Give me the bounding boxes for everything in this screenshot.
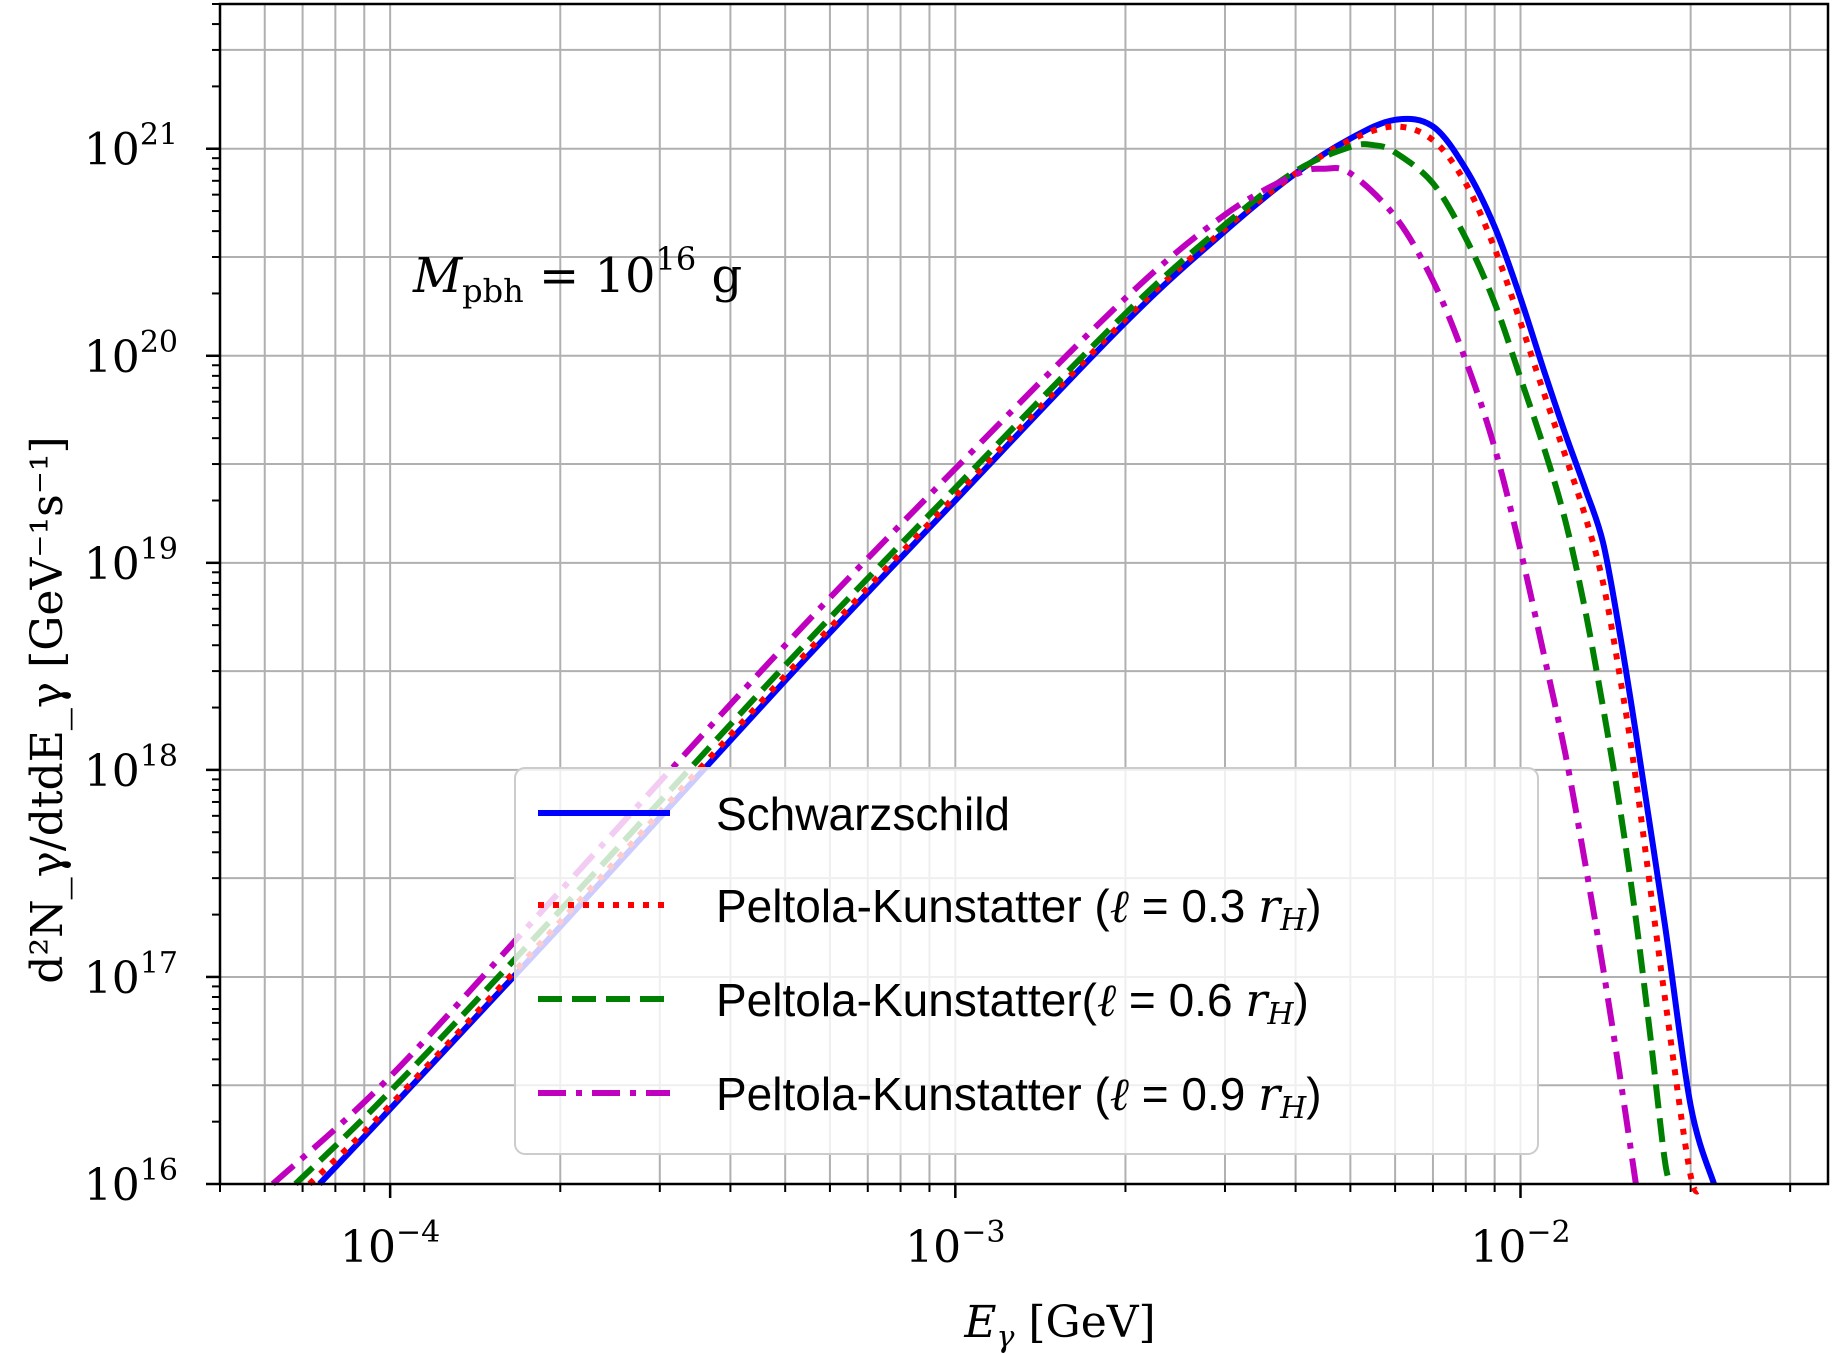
series-layer (270, 115, 1717, 1195)
plot-frame (218, 2, 1830, 1186)
y-tick-label: 1021 (84, 118, 178, 176)
minor-ticks (212, 3, 1792, 1192)
x-axis-label: Eγ [GeV] (963, 1297, 1155, 1354)
mass-annotation: Mpbh = 1016 g (412, 240, 742, 310)
x-tick-label: 10−2 (1470, 1215, 1570, 1273)
legend-label-pk-0-3: Peltola-Kunstatter (ℓ = 0.3 rH) (716, 879, 1322, 938)
legend-label-pk-0-6: Peltola-Kunstatter(ℓ = 0.6 rH) (716, 973, 1309, 1032)
legend-box (514, 767, 1539, 1155)
x-tick-label: 10−4 (340, 1215, 440, 1273)
y-tick-label: 1017 (84, 946, 178, 1004)
series-line-0 (317, 115, 1717, 1187)
series-line-2 (293, 141, 1675, 1187)
legend-label-pk-0-9: Peltola-Kunstatter (ℓ = 0.9 rH) (716, 1067, 1322, 1126)
y-tick-label: 1019 (84, 532, 178, 590)
y-tick-label: 1018 (84, 739, 178, 797)
legend-label-schwarzschild: Schwarzschild (716, 788, 1010, 840)
series-line-3 (270, 165, 1639, 1187)
x-tick-label: 10−3 (905, 1215, 1005, 1273)
y-tick-label: 1016 (84, 1153, 178, 1211)
legend: Schwarzschild Peltola-Kunstatter (ℓ = 0.… (514, 767, 1539, 1155)
series-line-1 (307, 123, 1706, 1195)
major-ticks: 10−4 10−3 10−2 1016 1017 1018 1019 1020 1021 (84, 118, 1571, 1273)
y-axis-label: d²N_γ/dtdE_γ [GeV⁻¹s⁻¹] (22, 436, 73, 983)
y-tick-label: 1020 (84, 325, 178, 383)
